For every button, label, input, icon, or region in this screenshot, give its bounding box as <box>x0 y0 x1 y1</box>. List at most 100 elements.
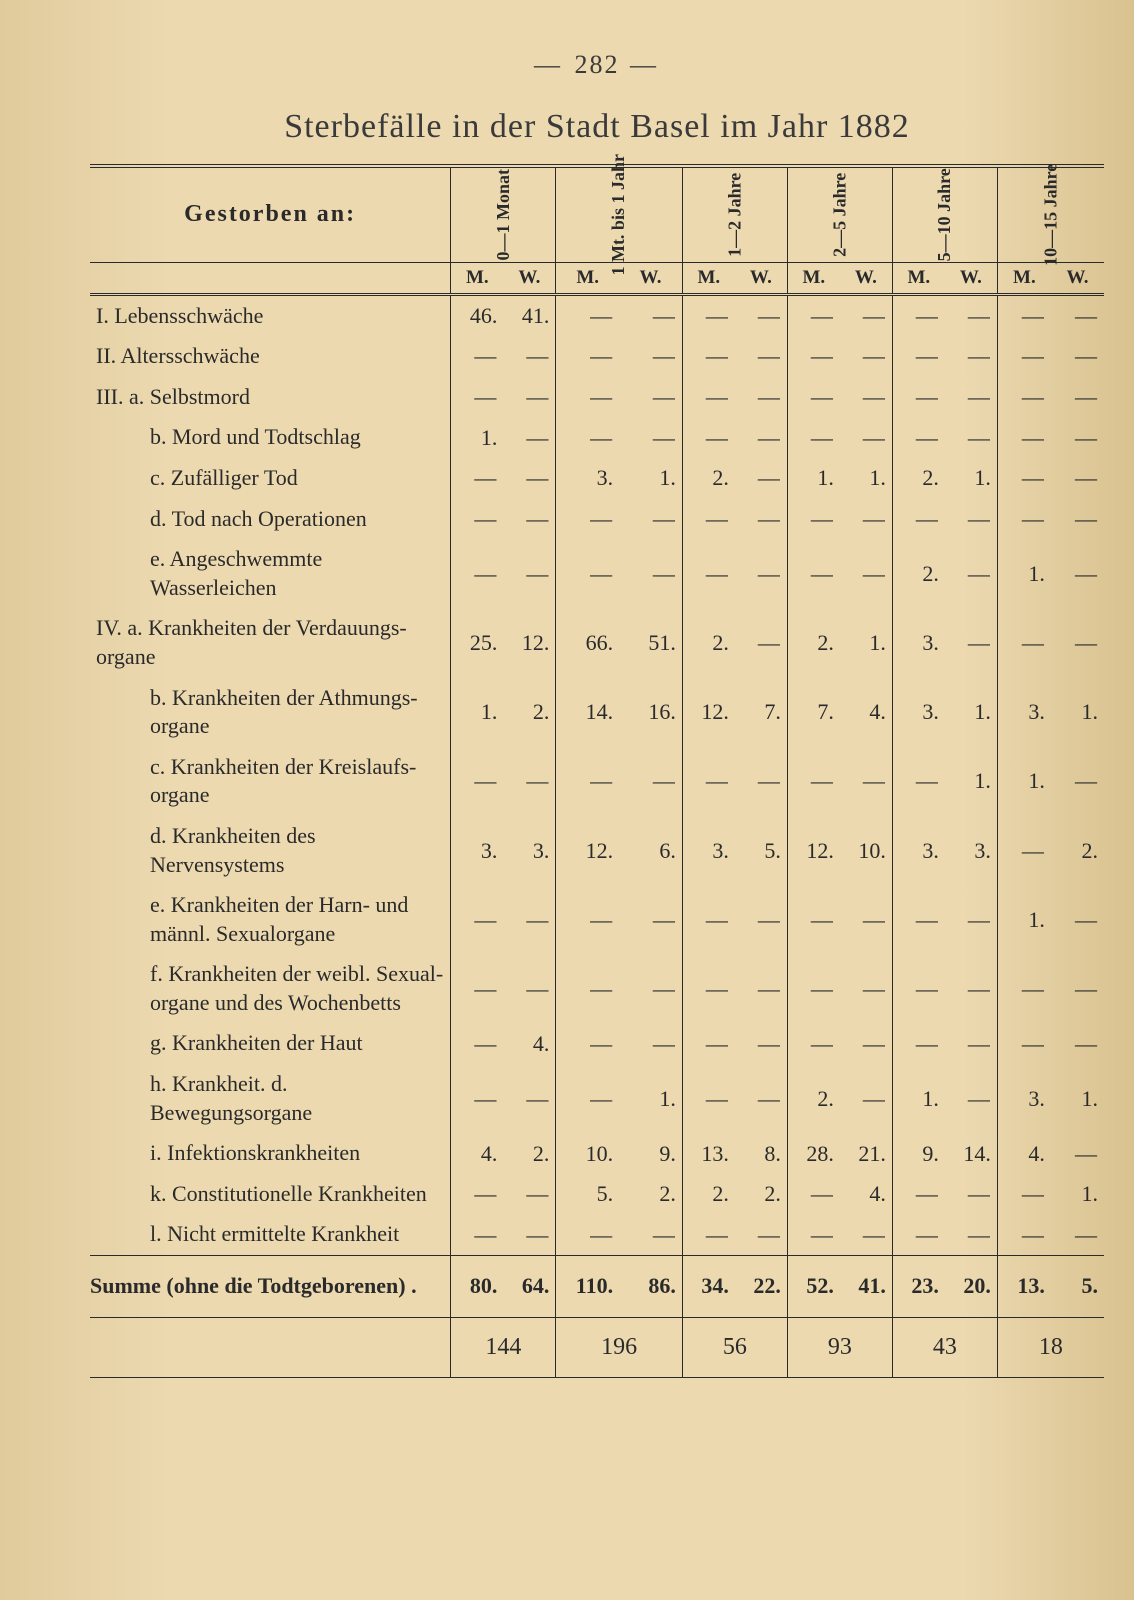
table-cell: 2. <box>735 1174 788 1215</box>
table-cell: 14. <box>945 1133 998 1174</box>
table-cell: — <box>503 954 556 1023</box>
table-cell: — <box>503 1174 556 1215</box>
table-cell: 80. <box>451 1256 504 1318</box>
row-label: b. Krankheiten der Athmungs-organe <box>90 678 451 747</box>
table-cell: — <box>892 1023 945 1064</box>
table-cell: — <box>945 1174 998 1215</box>
table-cell: 7. <box>787 678 840 747</box>
table-cell: — <box>1051 499 1104 540</box>
table-cell: — <box>1051 608 1104 677</box>
row-label: d. Krankheiten des Nervensystems <box>90 816 451 885</box>
table-cell: 10. <box>556 1133 619 1174</box>
table-cell: — <box>619 377 682 418</box>
table-cell: 21. <box>840 1133 893 1174</box>
table-cell: — <box>787 747 840 816</box>
table-cell: — <box>997 1023 1051 1064</box>
table-cell: — <box>840 539 893 608</box>
row-label: k. Constitutionelle Krankheiten <box>90 1174 451 1215</box>
table-cell: 1. <box>619 458 682 499</box>
table-cell: — <box>840 1023 893 1064</box>
table-cell: — <box>556 294 619 336</box>
table-cell: — <box>619 1023 682 1064</box>
col-5-10-jahre: 5—10 Jahre <box>892 166 997 262</box>
table-cell: — <box>997 336 1051 377</box>
table-cell: — <box>556 417 619 458</box>
table-cell: — <box>735 954 788 1023</box>
table-cell: — <box>556 539 619 608</box>
table-cell: 3. <box>892 608 945 677</box>
table-cell: 2. <box>619 1174 682 1215</box>
table-cell: — <box>451 1214 504 1255</box>
row-label: IV. a. Krankheiten der Verdauungs-organe <box>90 608 451 677</box>
table-cell: — <box>787 1023 840 1064</box>
table-cell: 1. <box>1051 1064 1104 1133</box>
table-cell: — <box>503 747 556 816</box>
table-cell: — <box>503 336 556 377</box>
row-label: II. Altersschwäche <box>90 336 451 377</box>
table-cell: — <box>1051 377 1104 418</box>
table-cell: — <box>787 539 840 608</box>
table-cell: — <box>1051 1023 1104 1064</box>
table-cell: 5. <box>735 816 788 885</box>
table-cell: 2. <box>787 608 840 677</box>
page: 282 Sterbefälle in der Stadt Basel im Ja… <box>0 0 1134 1600</box>
table-cell: — <box>503 1214 556 1255</box>
table-cell: 64. <box>503 1256 556 1318</box>
col-2-5-jahre: 2—5 Jahre <box>787 166 892 262</box>
table-cell: — <box>787 336 840 377</box>
header-label: Gestorben an: <box>90 166 451 262</box>
table-cell: — <box>945 336 998 377</box>
title: Sterbefälle in der Stadt Basel im Jahr 1… <box>90 108 1104 146</box>
table-cell: 3. <box>682 816 735 885</box>
table-cell: 12. <box>503 608 556 677</box>
table-cell: — <box>451 954 504 1023</box>
table-cell: — <box>945 954 998 1023</box>
table-cell: — <box>892 747 945 816</box>
table-cell: — <box>556 377 619 418</box>
table-cell: 28. <box>787 1133 840 1174</box>
table-cell: — <box>735 294 788 336</box>
mw-m: M. <box>451 262 504 294</box>
table-cell: — <box>840 1214 893 1255</box>
table-cell: — <box>787 499 840 540</box>
table-cell: — <box>787 1174 840 1215</box>
table-cell: — <box>997 377 1051 418</box>
table-cell: 4. <box>997 1133 1051 1174</box>
table-cell: — <box>682 417 735 458</box>
table-cell: 2. <box>1051 816 1104 885</box>
table-cell: 1. <box>840 458 893 499</box>
table-cell: 52. <box>787 1256 840 1318</box>
table-cell: — <box>892 499 945 540</box>
table-cell: — <box>682 885 735 954</box>
table-cell: — <box>503 539 556 608</box>
table-cell: — <box>997 294 1051 336</box>
table-cell: 2. <box>682 458 735 499</box>
table-cell: 1. <box>451 678 504 747</box>
table-cell: — <box>682 747 735 816</box>
table-cell: — <box>735 885 788 954</box>
table-cell: — <box>945 885 998 954</box>
table-cell: — <box>840 499 893 540</box>
table-cell: — <box>945 1023 998 1064</box>
row-label: d. Tod nach Operationen <box>90 499 451 540</box>
column-total: 43 <box>892 1317 997 1377</box>
table-cell: — <box>735 458 788 499</box>
table-cell: 1. <box>945 747 998 816</box>
table-cell: — <box>997 816 1051 885</box>
row-label: III. a. Selbstmord <box>90 377 451 418</box>
table-cell: — <box>451 1174 504 1215</box>
mw-w: W. <box>503 262 556 294</box>
table-cell: — <box>840 377 893 418</box>
table-cell: 6. <box>619 816 682 885</box>
table-cell: — <box>556 885 619 954</box>
column-total: 93 <box>787 1317 892 1377</box>
table-cell: 14. <box>556 678 619 747</box>
table-cell: 4. <box>840 1174 893 1215</box>
table-cell: 12. <box>556 816 619 885</box>
table-cell: — <box>619 954 682 1023</box>
table-cell: 1. <box>892 1064 945 1133</box>
table-cell: — <box>1051 1133 1104 1174</box>
table-cell: — <box>451 885 504 954</box>
column-total: 144 <box>451 1317 556 1377</box>
row-label: e. Krankheiten der Harn- und männl. Sexu… <box>90 885 451 954</box>
